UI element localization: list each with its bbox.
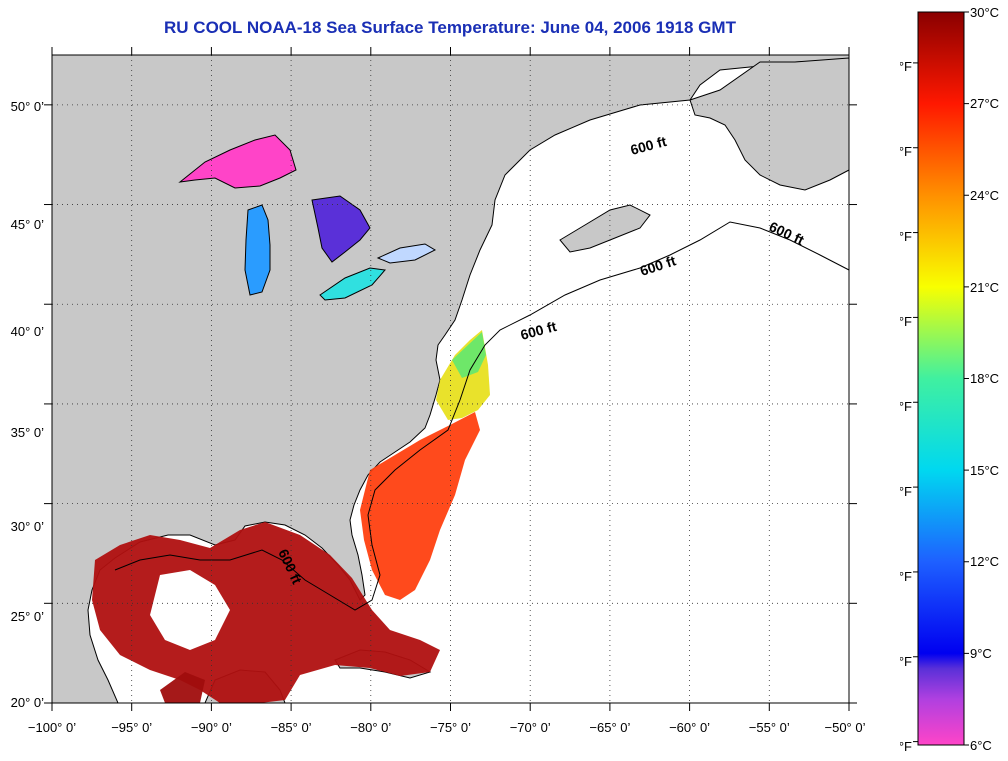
lon-tick-label: −50° 0’: [825, 720, 866, 735]
lon-tick-label: −60° 0’: [669, 720, 710, 735]
lon-tick-label: −90° 0’: [191, 720, 232, 735]
sst-gulf-of-mexico: [92, 522, 440, 703]
sst-yucatan-patch: [160, 672, 205, 703]
sst-gulf-gap: [150, 570, 230, 650]
lake-ontario: [376, 243, 437, 264]
lon-tick-label: −100° 0’: [28, 720, 76, 735]
fahrenheit-label: 43°F: [900, 739, 912, 754]
celsius-label: 15°C: [970, 463, 999, 478]
lat-tick-label: 25° 0’: [11, 609, 45, 624]
lon-tick-label: −85° 0’: [271, 720, 312, 735]
lon-tick-label: −55° 0’: [749, 720, 790, 735]
lake-erie: [319, 267, 386, 301]
sst-shelf-green: [452, 332, 486, 378]
fahrenheit-label: 53°F: [900, 569, 912, 584]
lon-tick-label: −80° 0’: [350, 720, 391, 735]
celsius-label: 9°C: [970, 646, 992, 661]
contour-600ft: [114, 221, 849, 611]
fahrenheit-label: 78°F: [900, 144, 912, 159]
fahrenheit-label: 48°F: [900, 654, 912, 669]
fahrenheit-label: 68°F: [900, 314, 912, 329]
lake-huron: [311, 195, 371, 263]
lon-tick-label: −75° 0’: [430, 720, 471, 735]
map-ticks: [44, 47, 857, 711]
colorbar-gradient: [917, 11, 965, 746]
lat-tick-label: 45° 0’: [11, 217, 45, 232]
celsius-label: 12°C: [970, 554, 999, 569]
celsius-label: 21°C: [970, 280, 999, 295]
lat-tick-label: 40° 0’: [11, 324, 45, 339]
colorbar-fahrenheit-labels: 83°F 78°F 73°F 68°F 63°F 58°F 53°F 48°F …: [900, 59, 912, 754]
longitude-labels: −100° 0’ −95° 0’ −90° 0’ −85° 0’ −80° 0’…: [28, 720, 866, 735]
map-title: RU COOL NOAA-18 Sea Surface Temperature:…: [164, 18, 736, 37]
land-atlantic-canada: [689, 57, 849, 191]
celsius-label: 30°C: [970, 5, 999, 20]
colorbar-celsius-labels: 30°C 27°C 24°C 21°C 18°C 15°C 12°C 9°C 6…: [970, 5, 999, 753]
celsius-label: 6°C: [970, 738, 992, 753]
lake-michigan: [244, 204, 271, 296]
celsius-label: 24°C: [970, 188, 999, 203]
sst-map: 600 ft 600 ft 600 ft 600 ft 600 ft −100°…: [11, 47, 866, 735]
lat-tick-label: 50° 0’: [11, 99, 45, 114]
colorbar: 30°C 27°C 24°C 21°C 18°C 15°C 12°C 9°C 6…: [900, 5, 999, 754]
fahrenheit-label: 63°F: [900, 399, 912, 414]
lake-superior: [178, 134, 297, 189]
fahrenheit-label: 83°F: [900, 59, 912, 74]
celsius-label: 18°C: [970, 371, 999, 386]
lat-tick-label: 20° 0’: [11, 695, 45, 710]
colorbar-ticks: [913, 11, 969, 746]
lat-tick-label: 35° 0’: [11, 425, 45, 440]
latitude-labels: 20° 0’ 25° 0’ 30° 0’ 35° 0’ 40° 0’ 45° 0…: [11, 99, 45, 710]
lon-tick-label: −70° 0’: [510, 720, 551, 735]
fahrenheit-label: 73°F: [900, 229, 912, 244]
land-nova-scotia: [559, 204, 651, 253]
lon-tick-label: −65° 0’: [589, 720, 630, 735]
lon-tick-label: −95° 0’: [111, 720, 152, 735]
celsius-label: 27°C: [970, 96, 999, 111]
fahrenheit-label: 58°F: [900, 484, 912, 499]
lat-tick-label: 30° 0’: [11, 519, 45, 534]
sst-southeast: [360, 412, 480, 600]
